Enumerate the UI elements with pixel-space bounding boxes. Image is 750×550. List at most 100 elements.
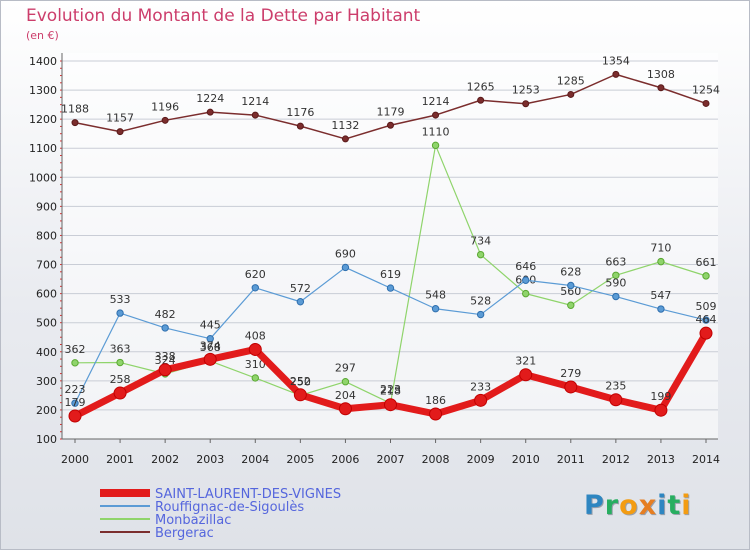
data-label-monbazillac: 310: [245, 358, 266, 371]
x-tick-label: 2012: [602, 453, 630, 466]
data-label-rouffignac-de-sigoul-s: 445: [200, 319, 221, 332]
data-point-saint-laurent-des-vignes: [338, 402, 352, 416]
y-minor-tick: [60, 322, 62, 324]
y-minor-tick: [60, 140, 62, 142]
data-point-rouffignac-de-sigoul-s: [116, 309, 124, 317]
logo-letter: i: [657, 490, 668, 521]
data-point-rouffignac-de-sigoul-s: [206, 334, 214, 343]
x-tick-label: 2005: [286, 453, 314, 466]
y-minor-tick: [60, 227, 62, 229]
y-minor-tick: [60, 242, 62, 244]
y-tick-label: 1000: [29, 171, 57, 184]
data-point-saint-laurent-des-vignes: [384, 398, 397, 412]
data-point-monbazillac: [702, 272, 710, 280]
data-point-rouffignac-de-sigoul-s: [431, 305, 440, 313]
data-point-rouffignac-de-sigoul-s: [702, 316, 710, 324]
data-label-bergerac: 1214: [241, 95, 269, 108]
data-point-bergerac: [477, 96, 485, 104]
y-minor-tick: [60, 285, 62, 287]
x-tick-label: 2011: [557, 453, 585, 466]
legend-label: Bergerac: [155, 526, 214, 541]
y-tick-label: 200: [36, 404, 57, 417]
y-minor-tick: [60, 402, 62, 404]
y-minor-tick: [60, 351, 62, 353]
data-label-bergerac: 1285: [557, 74, 585, 87]
x-tick-label: 2010: [512, 453, 540, 466]
y-minor-tick: [60, 147, 62, 149]
logo-letter: P: [584, 490, 605, 521]
y-minor-tick: [60, 380, 62, 382]
x-tick-label: 2014: [692, 453, 720, 466]
data-point-rouffignac-de-sigoul-s: [657, 305, 665, 313]
data-label-rouffignac-de-sigoul-s: 590: [605, 277, 626, 290]
y-minor-tick: [60, 155, 62, 156]
y-minor-tick: [60, 336, 62, 338]
data-label-saint-laurent-des-vignes: 252: [290, 375, 311, 388]
x-tick-label: 2013: [647, 453, 675, 466]
plot-area: [62, 53, 718, 439]
x-tick-label: 2007: [377, 453, 405, 466]
y-minor-tick: [60, 133, 62, 135]
data-label-monbazillac: 734: [470, 235, 491, 248]
data-label-rouffignac-de-sigoul-s: 646: [515, 260, 536, 273]
data-point-saint-laurent-des-vignes: [519, 368, 533, 382]
data-label-rouffignac-de-sigoul-s: 482: [155, 308, 176, 321]
data-point-rouffignac-de-sigoul-s: [71, 399, 79, 407]
data-label-rouffignac-de-sigoul-s: 509: [696, 300, 717, 313]
data-point-rouffignac-de-sigoul-s: [251, 284, 259, 292]
data-label-monbazillac: 297: [335, 362, 356, 375]
data-point-saint-laurent-des-vignes: [68, 409, 82, 423]
y-minor-tick: [60, 300, 62, 302]
data-label-saint-laurent-des-vignes: 179: [65, 396, 86, 409]
data-point-saint-laurent-des-vignes: [474, 393, 488, 407]
data-point-monbazillac: [522, 289, 530, 298]
data-point-saint-laurent-des-vignes: [293, 388, 307, 402]
y-minor-tick: [60, 293, 62, 295]
data-point-rouffignac-de-sigoul-s: [476, 310, 485, 319]
data-label-monbazillac: 363: [110, 343, 131, 356]
data-point-bergerac: [702, 99, 710, 107]
data-label-bergerac: 1254: [692, 83, 720, 96]
y-minor-tick: [60, 394, 62, 396]
data-point-saint-laurent-des-vignes: [248, 342, 262, 356]
x-tick-label: 2000: [61, 453, 89, 466]
data-point-saint-laurent-des-vignes: [654, 403, 668, 417]
y-minor-tick: [60, 416, 62, 418]
y-minor-tick: [60, 249, 62, 251]
y-minor-tick: [60, 67, 62, 69]
y-minor-tick: [60, 220, 62, 222]
data-point-bergerac: [161, 116, 169, 124]
data-label-monbazillac: 663: [605, 255, 626, 268]
y-minor-tick: [60, 205, 62, 207]
data-label-saint-laurent-des-vignes: 204: [335, 389, 356, 402]
y-minor-tick: [60, 118, 62, 120]
y-tick-label: 600: [36, 288, 57, 301]
data-label-saint-laurent-des-vignes: 374: [200, 339, 221, 352]
data-label-bergerac: 1308: [647, 68, 675, 81]
y-minor-tick: [60, 169, 62, 171]
y-minor-tick: [60, 96, 62, 98]
x-tick-label: 2003: [196, 453, 224, 466]
x-tick-label: 2004: [241, 453, 269, 466]
data-point-saint-laurent-des-vignes: [429, 407, 443, 421]
data-point-saint-laurent-des-vignes: [113, 386, 127, 400]
data-point-bergerac: [612, 70, 620, 78]
data-label-monbazillac: 368: [200, 341, 221, 354]
data-point-bergerac: [116, 128, 124, 136]
data-label-bergerac: 1188: [61, 103, 89, 116]
y-minor-tick: [60, 409, 62, 411]
data-point-rouffignac-de-sigoul-s: [386, 284, 395, 292]
y-tick-label: 1100: [29, 142, 57, 155]
data-label-rouffignac-de-sigoul-s: 223: [65, 383, 86, 396]
y-tick-label: 1300: [29, 84, 57, 97]
data-point-monbazillac: [71, 359, 79, 367]
data-label-monbazillac: 324: [155, 354, 176, 367]
logo-letter: o: [619, 490, 639, 521]
x-tick-label: 2006: [331, 453, 359, 466]
y-minor-tick: [60, 162, 62, 164]
data-point-monbazillac: [251, 374, 259, 382]
data-label-bergerac: 1214: [422, 95, 450, 108]
data-label-rouffignac-de-sigoul-s: 547: [650, 289, 671, 302]
y-unit-label: (en €): [26, 29, 59, 42]
